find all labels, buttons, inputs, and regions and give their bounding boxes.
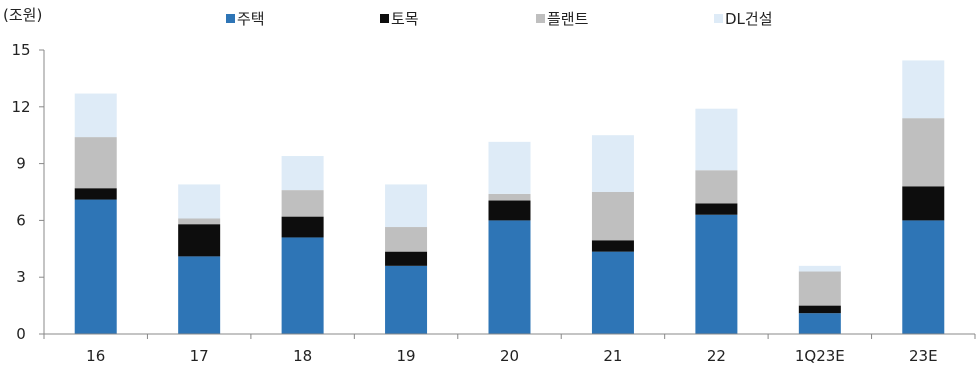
- bar-segment-1-4: [488, 200, 531, 221]
- bar-segment-1-5: [591, 240, 634, 252]
- bar-segment-3-3: [385, 184, 428, 228]
- legend: 주택 토목 플랜트 DL건설: [226, 10, 773, 28]
- bar-segment-0-3: [385, 265, 428, 334]
- legend-label: DL건설: [725, 10, 773, 28]
- bar-segment-1-1: [178, 224, 221, 257]
- bar-segment-2-4: [488, 193, 531, 201]
- y-tick-label: 3: [16, 268, 26, 286]
- bar-segment-2-5: [591, 192, 634, 241]
- x-tick-label: 23E: [909, 347, 938, 365]
- bar-segment-3-2: [281, 156, 324, 191]
- bar-segment-0-8: [902, 220, 945, 334]
- bar-segment-0-7: [798, 313, 841, 334]
- legend-swatch: [536, 14, 545, 23]
- bar-segment-3-7: [798, 265, 841, 272]
- bar-segment-0-0: [74, 199, 117, 334]
- x-tick-label: 1Q23E: [795, 347, 845, 365]
- bar-segment-0-4: [488, 220, 531, 334]
- bar-segment-0-6: [695, 214, 738, 334]
- bar-segment-0-5: [591, 251, 634, 334]
- bar-segment-0-2: [281, 237, 324, 334]
- bar-segment-1-8: [902, 186, 945, 221]
- x-tick-label: 18: [293, 347, 312, 365]
- bar-segment-3-5: [591, 135, 634, 192]
- y-axis: 0 3 6 9 12 15: [11, 41, 45, 343]
- y-tick-label: 6: [16, 211, 26, 229]
- y-tick-label: 0: [16, 325, 26, 343]
- x-tick-label: 22: [707, 347, 726, 365]
- y-tick-label: 15: [11, 41, 30, 59]
- bar-segment-2-7: [798, 271, 841, 306]
- bar-segment-1-7: [798, 305, 841, 314]
- legend-label: 토목: [391, 10, 419, 28]
- bar-segment-3-4: [488, 141, 531, 194]
- bar-segment-3-8: [902, 60, 945, 119]
- bar-segment-3-6: [695, 108, 738, 171]
- x-tick-label: 19: [397, 347, 416, 365]
- y-axis-unit-label: (조원): [3, 6, 42, 24]
- bar-segment-2-1: [178, 218, 221, 225]
- bar-segment-0-1: [178, 256, 221, 334]
- y-tick-label: 12: [11, 98, 30, 116]
- legend-swatch: [380, 14, 389, 23]
- bar-segment-1-0: [74, 188, 117, 200]
- x-axis: 16 17 18 19 20 21 22 1Q23E 23E: [43, 333, 976, 365]
- legend-swatch: [226, 14, 235, 23]
- x-tick-label: 21: [603, 347, 622, 365]
- x-tick-label: 16: [86, 347, 105, 365]
- legend-swatch: [714, 14, 723, 23]
- bar-segment-2-0: [74, 137, 117, 189]
- bar-segment-3-1: [178, 184, 221, 219]
- bar-segment-1-6: [695, 203, 738, 215]
- y-tick-label: 9: [16, 155, 26, 173]
- legend-label: 주택: [237, 10, 265, 28]
- x-tick-label: 20: [500, 347, 519, 365]
- bar-segment-2-8: [902, 118, 945, 187]
- bar-segment-1-2: [281, 216, 324, 238]
- legend-label: 플랜트: [547, 10, 589, 28]
- bars: [74, 60, 945, 334]
- bar-segment-2-3: [385, 227, 428, 252]
- bar-segment-2-2: [281, 190, 324, 217]
- bar-segment-3-0: [74, 93, 117, 138]
- bar-segment-1-3: [385, 251, 428, 266]
- bar-segment-2-6: [695, 170, 738, 204]
- x-tick-label: 17: [190, 347, 209, 365]
